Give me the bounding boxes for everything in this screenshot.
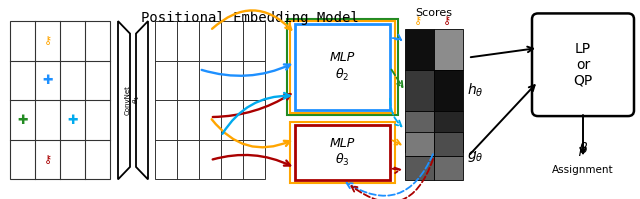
Text: ⚷: ⚷ bbox=[44, 36, 52, 46]
Polygon shape bbox=[118, 21, 130, 179]
Text: Assignment: Assignment bbox=[552, 165, 614, 175]
Text: Scores: Scores bbox=[415, 8, 452, 19]
Bar bbox=[405, 70, 434, 111]
Bar bbox=[405, 29, 434, 70]
Bar bbox=[295, 24, 390, 110]
Bar bbox=[287, 19, 398, 115]
Bar bbox=[155, 21, 265, 179]
Bar bbox=[405, 132, 434, 156]
Bar bbox=[290, 122, 395, 183]
Bar bbox=[434, 29, 463, 70]
Bar bbox=[295, 125, 390, 180]
Text: $\beta$: $\beta$ bbox=[578, 140, 588, 158]
Bar bbox=[290, 21, 395, 113]
Text: ⚷: ⚷ bbox=[413, 16, 422, 26]
Text: ⚷: ⚷ bbox=[44, 155, 52, 165]
FancyBboxPatch shape bbox=[532, 13, 634, 116]
Text: ✚: ✚ bbox=[67, 114, 77, 127]
Bar bbox=[434, 111, 463, 152]
Text: MLP
$\theta_2$: MLP $\theta_2$ bbox=[330, 51, 355, 83]
Bar bbox=[434, 70, 463, 111]
Bar bbox=[405, 156, 434, 180]
Text: MLP
$\theta_3$: MLP $\theta_3$ bbox=[330, 137, 355, 168]
Text: LP
or
QP: LP or QP bbox=[573, 42, 593, 88]
Text: Positional Embedding Model: Positional Embedding Model bbox=[141, 11, 359, 24]
Text: ✚: ✚ bbox=[17, 114, 28, 127]
Bar bbox=[434, 132, 463, 156]
Text: ✚: ✚ bbox=[42, 74, 52, 87]
Bar bbox=[434, 156, 463, 180]
Bar bbox=[10, 21, 110, 179]
Text: ConvNet
$\theta_1$: ConvNet $\theta_1$ bbox=[124, 85, 142, 115]
Bar bbox=[405, 111, 434, 152]
Text: $g_\theta$: $g_\theta$ bbox=[467, 149, 484, 164]
Text: ⚷: ⚷ bbox=[443, 16, 451, 26]
Polygon shape bbox=[136, 21, 148, 179]
Text: $h_\theta$: $h_\theta$ bbox=[467, 81, 484, 99]
